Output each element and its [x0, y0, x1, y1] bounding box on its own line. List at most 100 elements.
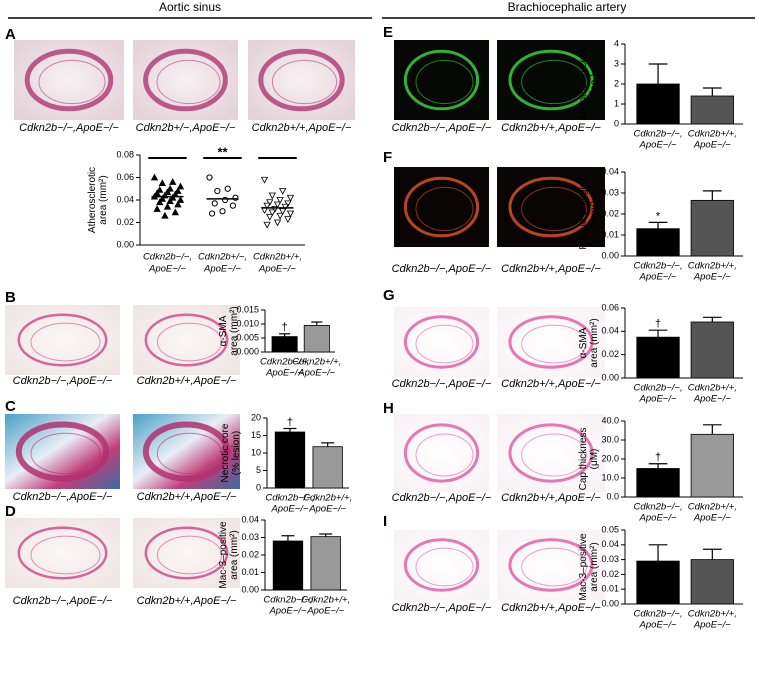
panel-label: A: [5, 26, 16, 43]
vessel-inner: [156, 322, 223, 362]
x-tick-label: Cdkn2b+/+,: [688, 609, 737, 620]
panel-label: C: [5, 398, 16, 415]
y-tick-label: 1: [614, 98, 619, 108]
data-point: [209, 210, 216, 217]
data-point: [169, 178, 177, 185]
x-tick-label: Cdkn2b−/−,: [265, 493, 314, 504]
vessel-outline: [17, 526, 108, 580]
data-point: [229, 202, 236, 209]
y-tick-label: 0.04: [116, 194, 134, 204]
x-tick-label: ApoE−/−: [308, 504, 346, 515]
y-axis-label: area (mm²): [589, 542, 600, 591]
vessel-outline: [403, 423, 480, 483]
vessel-inner: [521, 547, 587, 587]
data-point: [219, 208, 226, 215]
micrograph: [497, 307, 605, 377]
x-tick-label: ApoE−/−: [639, 620, 677, 631]
image-caption: Cdkn2b−/−,ApoE−/−: [392, 263, 492, 275]
image-caption: Cdkn2b+/+,ApoE−/−: [501, 122, 601, 134]
data-point: [176, 196, 185, 203]
y-tick-label: 0.02: [601, 349, 619, 359]
data-point: [279, 188, 287, 195]
y-axis-label: Cap thickness: [578, 428, 589, 491]
data-point: [174, 200, 182, 208]
y-tick-label: 0.08: [116, 149, 134, 159]
y-tick-label: 0.010: [236, 318, 259, 328]
vessel-inner: [521, 433, 587, 477]
vessel-inner: [415, 433, 474, 477]
vessel-outline: [258, 48, 345, 112]
bar: [690, 559, 734, 605]
x-tick-label: ApoE−/−: [693, 272, 731, 283]
image-caption: Cdkn2b+/+,ApoE−/−: [501, 602, 601, 614]
image-caption: Cdkn2b+/+,ApoE−/−: [252, 122, 352, 134]
y-tick-label: 0.04: [241, 514, 259, 524]
y-tick-label: 0.03: [601, 187, 619, 197]
y-tick-label: 0.01: [601, 584, 619, 594]
image-caption: Cdkn2b+/+,ApoE−/−: [501, 263, 601, 275]
image-caption: Cdkn2b−/−,ApoE−/−: [392, 378, 492, 390]
y-tick-label: 0.06: [601, 302, 619, 312]
panel-label: F: [383, 149, 392, 166]
y-tick-label: 20.0: [601, 453, 619, 463]
y-tick-label: 3: [614, 58, 619, 68]
vessel-outline: [508, 423, 594, 483]
bar: [310, 536, 341, 591]
y-axis-label: Mac-3–positive: [578, 533, 589, 601]
vessel-inner: [415, 186, 474, 232]
y-axis-label: Plaque collagen: [578, 178, 589, 249]
x-tick-label: Cdkn2b+/+,: [303, 493, 352, 504]
x-tick-label: ApoE−/−: [148, 264, 186, 275]
data-point: [268, 209, 276, 217]
x-tick-label: Cdkn2b+/+,: [688, 261, 737, 272]
x-tick-label: Cdkn2b−/−,: [260, 357, 309, 368]
vessel-inner: [156, 432, 223, 475]
y-axis-label: Atherosclerotic: [87, 167, 98, 233]
y-axis-label: Mac-3–positive: [218, 521, 229, 589]
y-axis-label: (no.): [589, 74, 600, 95]
bar-annotation: †: [287, 416, 293, 428]
y-tick-label: 5: [256, 465, 261, 475]
y-tick-label: 40.0: [601, 415, 619, 425]
data-point: [263, 202, 271, 210]
panel-label: E: [383, 24, 393, 41]
y-tick-label: 0: [614, 118, 619, 128]
panel-label: G: [383, 287, 395, 304]
y-tick-label: 0.00: [601, 250, 619, 260]
y-tick-label: 0.000: [236, 346, 259, 356]
x-tick-label: Cdkn2b+/+,: [253, 252, 302, 263]
data-point: [150, 173, 159, 181]
x-tick-label: ApoE−/−: [203, 264, 241, 275]
vessel-inner: [521, 324, 587, 364]
panel-label: B: [5, 289, 16, 306]
vessel-inner: [271, 59, 338, 105]
data-point: [286, 194, 295, 202]
image-caption: Cdkn2b−/−,ApoE−/−: [392, 602, 492, 614]
x-tick-label: ApoE−/−: [297, 368, 335, 379]
y-tick-label: 0.06: [116, 172, 134, 182]
x-tick-label: ApoE−/−: [265, 368, 303, 379]
x-tick-label: Cdkn2b+/+,: [688, 383, 737, 394]
image-caption: Cdkn2b−/−,ApoE−/−: [19, 122, 119, 134]
image-caption: Cdkn2b+/−,ApoE−/−: [136, 122, 236, 134]
micrograph: [497, 40, 605, 120]
data-point: [268, 192, 276, 200]
vessel-inner: [156, 535, 223, 575]
y-tick-label: 0.02: [241, 549, 259, 559]
vessel-inner: [521, 59, 587, 105]
data-point: [174, 187, 182, 194]
vessel-inner: [521, 186, 587, 232]
data-point: [266, 199, 274, 207]
data-point: [156, 186, 164, 193]
y-tick-label: 15: [251, 430, 261, 440]
y-axis-label: α-SMA: [578, 327, 589, 358]
vessel-outline: [144, 526, 229, 580]
image-caption: Cdkn2b+/+,ApoE−/−: [501, 378, 601, 390]
y-tick-label: 0.02: [601, 569, 619, 579]
data-point: [211, 200, 218, 207]
vessel-outline: [144, 313, 229, 367]
y-tick-label: 0.02: [116, 217, 134, 227]
image-caption: Cdkn2b−/−,ApoE−/−: [13, 595, 113, 607]
x-tick-label: ApoE−/−: [639, 513, 677, 524]
bar: [690, 95, 734, 125]
